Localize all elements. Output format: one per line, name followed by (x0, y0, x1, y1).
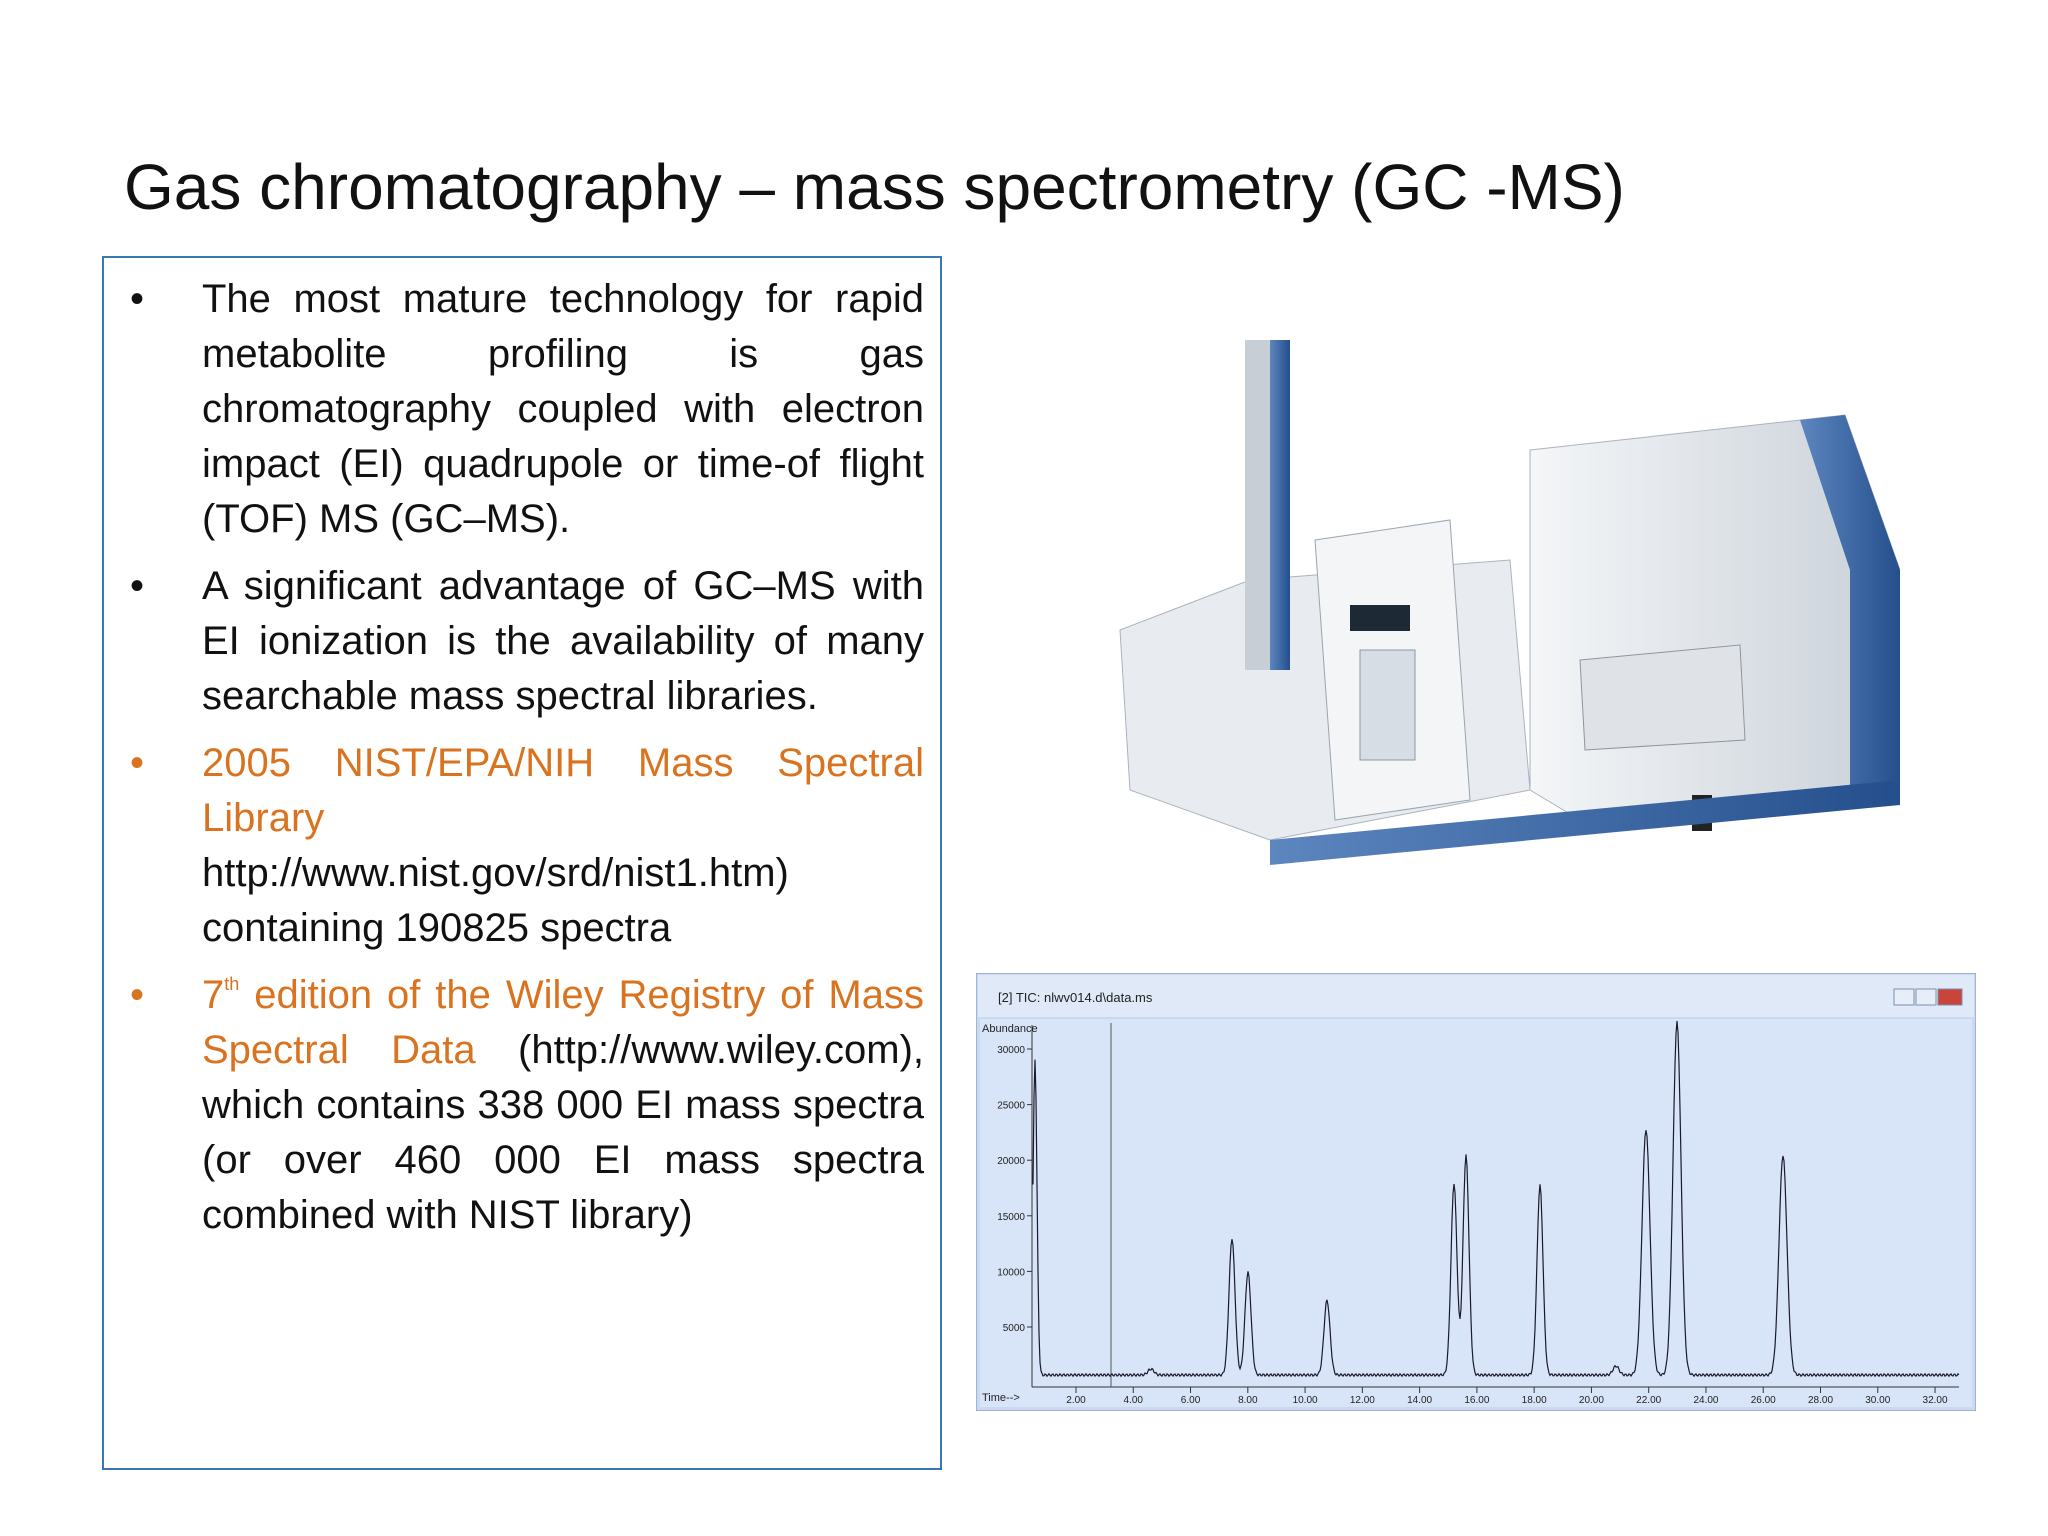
window-title: [2] TIC: nlwv014.d\data.ms (998, 990, 1153, 1005)
x-tick-label: 24.00 (1693, 1395, 1718, 1406)
y-tick-label: 15000 (997, 1212, 1025, 1223)
y-axis-label: Abundance (982, 1023, 1038, 1035)
bullet: The most mature technology for rapid met… (130, 272, 924, 547)
bullet-text: (http://www.wiley.com), which contains 3… (202, 1028, 924, 1237)
bullet-highlight: edition of the Wiley Registry of Mass Sp… (202, 973, 924, 1072)
y-tick-label: 20000 (997, 1156, 1025, 1167)
bullet: A significant advantage of GC–MS with EI… (130, 559, 924, 724)
title-bar (978, 975, 1974, 1017)
text-box: The most mature technology for rapid met… (102, 256, 942, 1470)
y-tick-label: 10000 (997, 1267, 1025, 1278)
chromatogram-trace (1032, 1020, 1960, 1378)
x-tick-label: 22.00 (1636, 1395, 1661, 1406)
x-tick-label: 14.00 (1407, 1395, 1432, 1406)
slide-title: Gas chromatography – mass spectrometry (… (124, 151, 1625, 223)
close-button[interactable] (1937, 988, 1963, 1006)
minimize-button[interactable] (1893, 988, 1915, 1006)
y-tick-label: 25000 (997, 1101, 1025, 1112)
bullet-list: The most mature technology for rapid met… (130, 272, 924, 1255)
x-tick-label: 8.00 (1238, 1395, 1258, 1406)
instrument-photo (1119, 340, 1900, 865)
x-tick-label: 32.00 (1923, 1395, 1948, 1406)
x-tick-label: 4.00 (1124, 1395, 1144, 1406)
x-tick-label: 10.00 (1293, 1395, 1318, 1406)
bullet: 7th edition of the Wiley Registry of Mas… (130, 968, 924, 1243)
x-tick-label: 26.00 (1751, 1395, 1776, 1406)
x-tick-label: 30.00 (1865, 1395, 1890, 1406)
x-axis-label: Time--> (982, 1392, 1020, 1404)
plot-area (980, 1019, 1972, 1407)
x-tick-label: 6.00 (1181, 1395, 1201, 1406)
bullet: 2005 NIST/EPA/NIH Mass Spectral Library h… (130, 736, 924, 956)
y-tick-label: 30000 (997, 1045, 1025, 1056)
x-tick-label: 12.00 (1350, 1395, 1375, 1406)
superscript: th (224, 974, 240, 994)
bullet-highlight: 2005 NIST/EPA/NIH Mass Spectral Library (202, 741, 924, 840)
bullet-text: http://www.nist.gov/srd/nist1.htm) conta… (202, 851, 789, 950)
x-tick-label: 18.00 (1522, 1395, 1547, 1406)
bullet-text: The most mature technology for rapid met… (202, 277, 924, 541)
y-tick-label: 5000 (1003, 1323, 1026, 1334)
bullet-number: 7 (202, 973, 225, 1017)
chromatogram-window: [2] TIC: nlwv014.d\data.ms Abundance Tim… (976, 973, 1976, 1411)
x-tick-label: 20.00 (1579, 1395, 1604, 1406)
bullet-text: A significant advantage of GC–MS with EI… (202, 564, 924, 718)
x-tick-label: 16.00 (1464, 1395, 1489, 1406)
maximize-button[interactable] (1915, 988, 1937, 1006)
x-tick-label: 28.00 (1808, 1395, 1833, 1406)
x-tick-label: 2.00 (1066, 1395, 1086, 1406)
